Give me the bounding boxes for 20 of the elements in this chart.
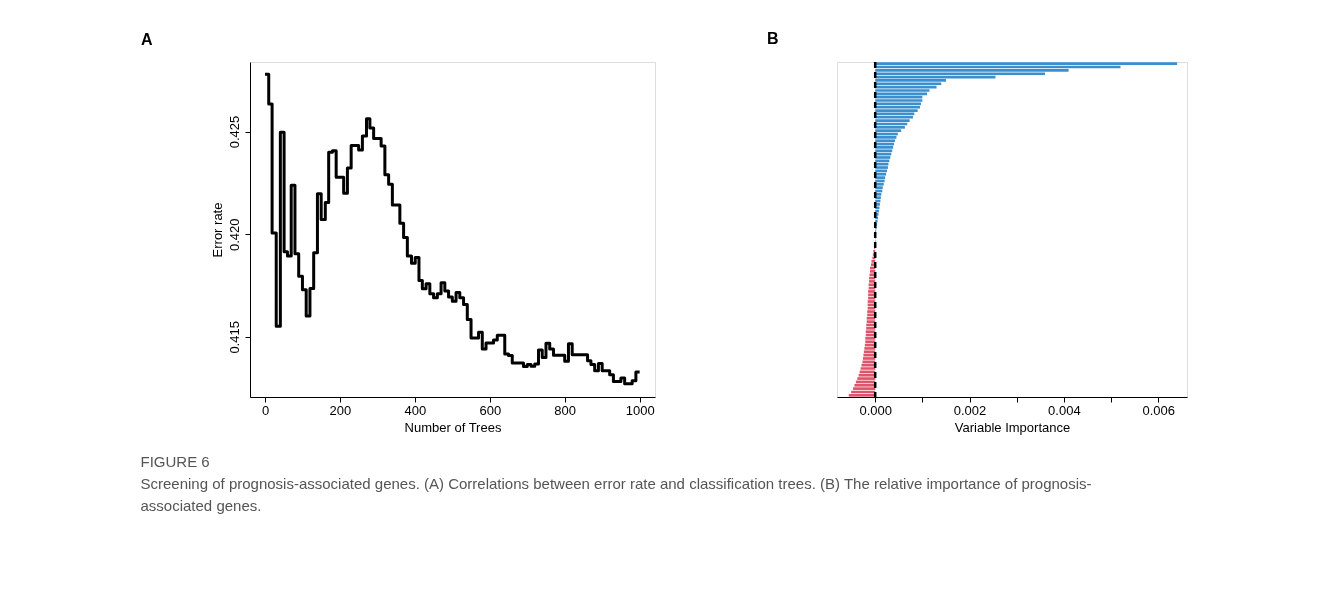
- y-tick-label: 0.425: [226, 115, 242, 149]
- chart-title: A: [141, 31, 153, 48]
- x-tick-label: 400: [404, 402, 427, 418]
- x-tick-label: 200: [329, 402, 352, 418]
- x-tick-label: 0.002: [953, 402, 987, 418]
- y-tick-label: 0.415: [226, 321, 242, 354]
- y-axis-title: Error rate: [209, 202, 225, 258]
- x-axis-title: Variable Importance: [954, 419, 1071, 435]
- chart-title: B: [767, 29, 779, 47]
- caption: FIGURE 6: [140, 452, 210, 470]
- x-tick-label: 0.004: [1048, 402, 1081, 418]
- x-tick-label: 0: [261, 402, 270, 418]
- x-tick-label: 600: [479, 402, 502, 418]
- text: Screening of prognosis-associated genes. (A) Correlations between error rate and classification trees. (B) The relative importance of prognosis-associated genes.: [140, 474, 1092, 514]
- x-axis-title: Number of Trees: [404, 419, 502, 435]
- y-tick-label: 0.420: [226, 218, 242, 251]
- x-tick-label: 1000: [625, 402, 655, 418]
- x-tick-label: 0.000: [859, 402, 892, 418]
- x-tick-label: 0.006: [1142, 402, 1175, 418]
- x-tick-label: 800: [554, 402, 577, 418]
